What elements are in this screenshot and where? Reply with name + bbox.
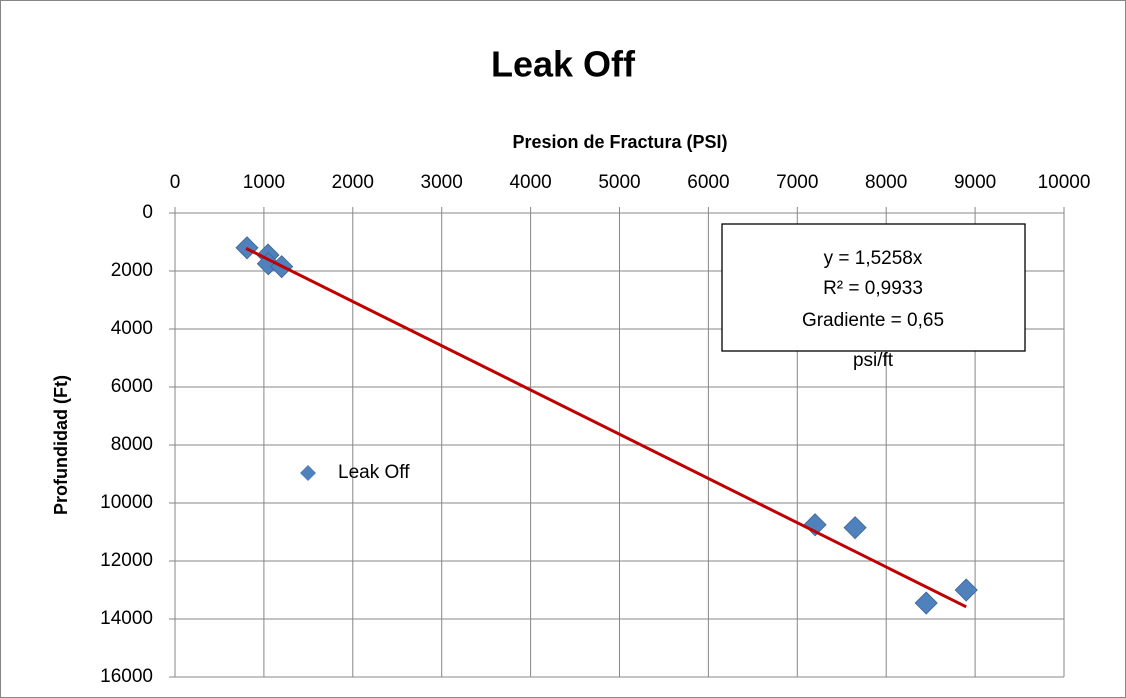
x-tick-label: 4000 bbox=[509, 172, 551, 193]
legend-label: Leak Off bbox=[338, 462, 410, 483]
y-tick-label: 14000 bbox=[100, 608, 153, 629]
annotation-text: psi/ft bbox=[853, 350, 894, 371]
x-tick-label: 8000 bbox=[865, 172, 907, 193]
x-tick-label: 6000 bbox=[687, 172, 729, 193]
y-tick-label: 16000 bbox=[100, 666, 153, 687]
chart-title: Leak Off bbox=[491, 44, 636, 85]
trendline bbox=[245, 247, 967, 609]
point bbox=[954, 578, 978, 602]
annotation-box bbox=[721, 223, 1026, 352]
x-tick-label: 3000 bbox=[421, 172, 463, 193]
y-tick-label: 10000 bbox=[100, 492, 153, 513]
annotation-text: y = 1,5258x bbox=[824, 248, 923, 269]
x-axis-label: Presion de Fractura (PSI) bbox=[512, 132, 727, 152]
y-tick-label: 6000 bbox=[111, 376, 153, 397]
y-tick-label: 4000 bbox=[111, 318, 153, 339]
x-tick-label: 5000 bbox=[598, 172, 640, 193]
y-tick-label: 0 bbox=[142, 202, 153, 223]
y-axis-label: Profundidad (Ft) bbox=[51, 375, 71, 515]
point bbox=[843, 516, 867, 540]
annotation-text: Gradiente = 0,65 bbox=[802, 310, 944, 331]
x-tick-label: 9000 bbox=[954, 172, 996, 193]
x-tick-label: 0 bbox=[170, 172, 181, 193]
y-tick-label: 2000 bbox=[111, 260, 153, 281]
point bbox=[914, 591, 938, 615]
y-tick-label: 12000 bbox=[100, 550, 153, 571]
x-tick-label: 10000 bbox=[1038, 172, 1091, 193]
y-tick-label: 8000 bbox=[111, 434, 153, 455]
x-tick-label: 7000 bbox=[776, 172, 818, 193]
x-tick-label: 1000 bbox=[243, 172, 285, 193]
x-tick-label: 2000 bbox=[332, 172, 374, 193]
annotation-text: R² = 0,9933 bbox=[823, 278, 923, 299]
legend-marker bbox=[300, 465, 316, 481]
